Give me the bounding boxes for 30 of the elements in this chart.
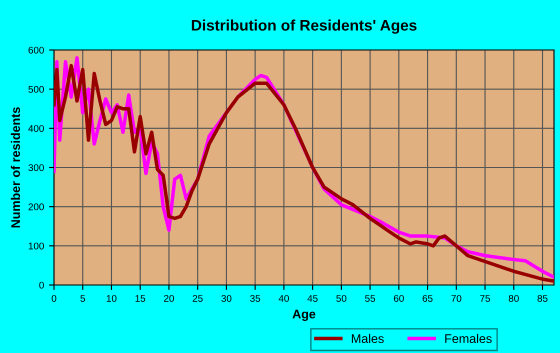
legend-label: Males [352, 334, 384, 344]
y-tick-label: 600 [28, 46, 44, 54]
x-tick-label: 65 [422, 294, 433, 302]
x-tick-label: 25 [192, 294, 203, 302]
x-tick-label: 15 [136, 295, 146, 302]
x-axis-title: Age [292, 310, 316, 321]
y-tick-label: 100 [28, 242, 44, 250]
x-tick-label: 80 [508, 294, 519, 302]
y-tick-label: 300 [28, 164, 44, 172]
x-tick-label: 55 [365, 295, 376, 302]
x-tick-label: 35 [250, 294, 260, 302]
x-tick-label: 70 [451, 294, 462, 302]
x-tick-label: 85 [538, 294, 548, 302]
chart-title: Distribution of Residents' Ages [192, 19, 417, 34]
y-tick-label: 500 [28, 86, 44, 93]
x-tick-label: 40 [278, 294, 289, 302]
y-tick-label: 400 [28, 125, 44, 132]
x-tick-label: 45 [307, 295, 318, 302]
y-tick-label: 0 [39, 282, 44, 289]
x-tick-label: 30 [221, 294, 232, 302]
x-tick-label: 50 [336, 294, 346, 302]
legend-label: Females [445, 334, 492, 344]
x-tick-label: 60 [394, 294, 404, 302]
x-tick-label: 10 [106, 294, 116, 302]
x-tick-label: 75 [480, 295, 490, 302]
x-tick-label: 5 [80, 295, 86, 302]
y-axis-title: Number of residents [10, 107, 20, 228]
x-tick-label: 0 [52, 294, 56, 302]
x-tick-label: 20 [164, 294, 174, 302]
y-tick-label: 200 [28, 203, 44, 210]
